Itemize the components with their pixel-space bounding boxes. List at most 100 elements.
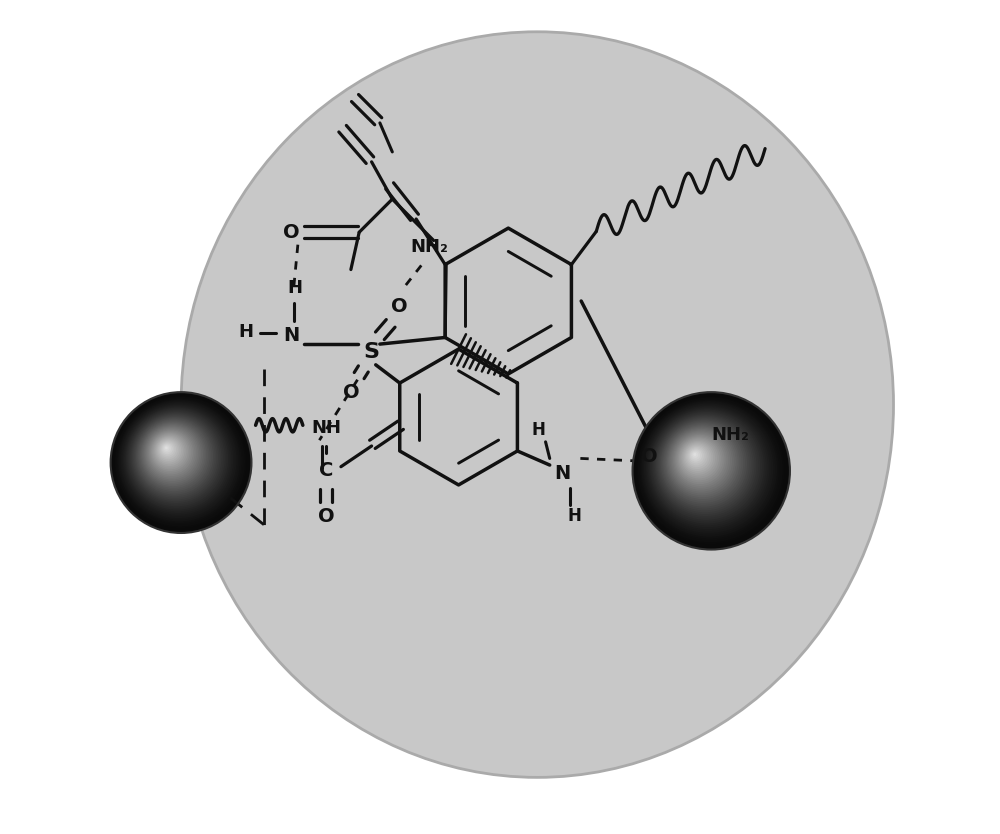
Circle shape [123, 404, 233, 515]
Text: O: O [391, 297, 407, 316]
Circle shape [657, 417, 753, 512]
Text: NH₂: NH₂ [411, 239, 449, 256]
Circle shape [673, 432, 728, 488]
Circle shape [119, 400, 240, 521]
Circle shape [639, 399, 781, 540]
Text: S: S [364, 343, 380, 363]
Circle shape [682, 442, 713, 473]
Circle shape [640, 399, 779, 539]
Text: H: H [532, 421, 546, 440]
Circle shape [151, 433, 190, 471]
Circle shape [163, 445, 171, 453]
Circle shape [647, 407, 768, 527]
Circle shape [637, 396, 785, 545]
Circle shape [667, 426, 738, 497]
Circle shape [117, 399, 242, 523]
Text: O: O [283, 223, 300, 242]
Circle shape [644, 404, 773, 533]
Circle shape [148, 430, 195, 476]
Circle shape [676, 436, 723, 482]
Circle shape [124, 405, 232, 513]
Circle shape [129, 411, 223, 505]
Circle shape [685, 445, 710, 470]
Circle shape [672, 431, 730, 490]
Circle shape [165, 446, 168, 450]
Circle shape [652, 412, 760, 520]
Circle shape [150, 431, 191, 473]
Circle shape [633, 392, 790, 550]
Circle shape [670, 430, 732, 492]
Text: C: C [319, 461, 333, 480]
Circle shape [139, 420, 208, 490]
Text: O: O [641, 447, 657, 466]
Circle shape [120, 401, 238, 520]
Circle shape [686, 445, 708, 467]
Circle shape [142, 424, 203, 485]
Circle shape [641, 401, 777, 537]
Circle shape [680, 440, 717, 477]
Circle shape [662, 421, 745, 505]
Circle shape [649, 408, 766, 525]
Circle shape [133, 414, 218, 500]
Circle shape [111, 392, 251, 533]
Circle shape [691, 450, 700, 460]
Text: H: H [238, 323, 253, 340]
Text: H: H [568, 507, 581, 525]
Circle shape [132, 413, 220, 501]
Circle shape [684, 444, 711, 471]
Text: NH: NH [311, 419, 341, 437]
Circle shape [157, 439, 180, 461]
Circle shape [693, 453, 696, 456]
Circle shape [141, 423, 205, 486]
Circle shape [651, 410, 762, 522]
Circle shape [690, 450, 702, 462]
Circle shape [149, 430, 193, 475]
Circle shape [152, 434, 188, 470]
Circle shape [122, 404, 235, 516]
Circle shape [130, 412, 222, 503]
Circle shape [660, 420, 749, 509]
Circle shape [153, 435, 186, 468]
Circle shape [162, 444, 173, 455]
Circle shape [146, 427, 198, 480]
Circle shape [638, 397, 783, 542]
Circle shape [116, 398, 243, 525]
Circle shape [155, 437, 183, 465]
Circle shape [164, 445, 169, 451]
Circle shape [635, 395, 787, 546]
Text: N: N [283, 326, 299, 345]
Circle shape [656, 415, 755, 515]
Text: NH₂: NH₂ [711, 426, 749, 445]
Circle shape [664, 424, 741, 501]
Text: H: H [288, 279, 303, 297]
Circle shape [668, 428, 736, 495]
Circle shape [127, 409, 227, 508]
Circle shape [114, 395, 247, 528]
Circle shape [681, 441, 715, 475]
Circle shape [661, 420, 747, 507]
Circle shape [143, 425, 201, 483]
Circle shape [154, 435, 185, 466]
Circle shape [144, 426, 200, 481]
Circle shape [160, 441, 176, 458]
Circle shape [147, 428, 196, 478]
Circle shape [675, 435, 725, 485]
Circle shape [136, 417, 213, 495]
Circle shape [140, 422, 206, 488]
Text: N: N [554, 464, 570, 483]
Circle shape [645, 404, 771, 531]
Circle shape [161, 442, 175, 456]
Circle shape [121, 402, 237, 518]
Circle shape [112, 394, 250, 531]
Circle shape [134, 415, 216, 498]
Circle shape [156, 438, 181, 463]
Circle shape [115, 397, 245, 526]
Circle shape [679, 439, 719, 479]
Circle shape [669, 429, 734, 494]
Circle shape [666, 425, 740, 500]
Circle shape [113, 394, 248, 530]
Circle shape [678, 437, 721, 480]
Circle shape [643, 402, 775, 535]
Circle shape [125, 406, 230, 511]
Circle shape [138, 420, 210, 491]
